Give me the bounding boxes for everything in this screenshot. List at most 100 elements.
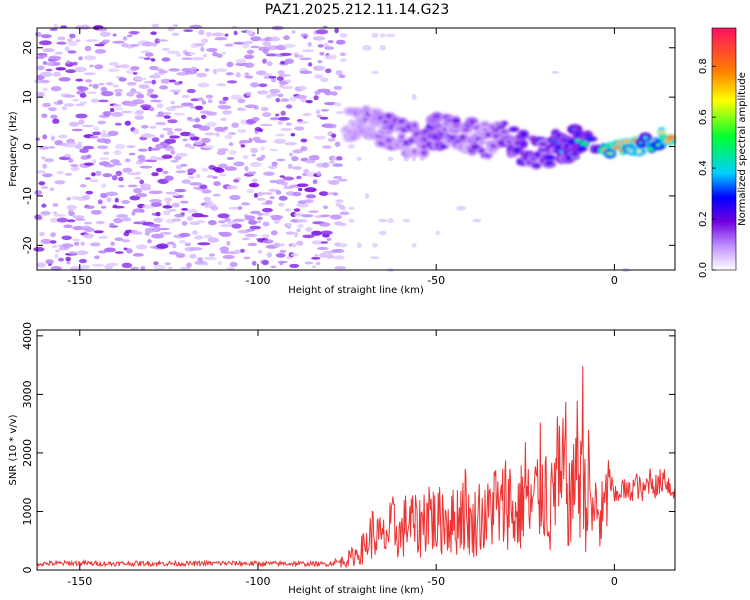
y-tick-label: -10: [21, 187, 34, 205]
spectrogram-cell: [261, 260, 269, 266]
spectrogram-cell: [42, 163, 48, 169]
spectrogram-cell: [39, 54, 48, 58]
spectrogram-cell: [178, 80, 183, 85]
spectrogram-cell: [300, 85, 307, 91]
spectrogram-cell: [197, 97, 204, 101]
spectrogram-cell: [162, 112, 172, 115]
spectrogram-cell: [302, 199, 314, 204]
spectrogram-cell: [146, 88, 155, 93]
spectrogram-cell: [181, 102, 194, 107]
spectrogram-cell: [170, 159, 179, 163]
spectrogram-cell: [58, 257, 64, 262]
spectrogram-cell: [387, 156, 394, 162]
spectrogram-cell: [40, 34, 52, 39]
spectrogram-ridge-cell: [545, 160, 553, 166]
spectrogram-cell: [263, 171, 275, 176]
spectrogram-cell: [268, 75, 277, 79]
spectrogram-ridge: [340, 105, 676, 170]
spectrogram-cell: [287, 163, 293, 169]
spectrogram-cell: [245, 30, 253, 35]
spectrogram-cell: [57, 99, 64, 105]
spectrogram-cell: [324, 90, 332, 96]
spectrogram-cell: [64, 153, 72, 158]
spectrogram-cell: [284, 142, 298, 146]
spectrogram-ridge-cell: [531, 163, 541, 168]
spectrogram-cell: [205, 94, 214, 99]
spectrogram-cell: [112, 40, 125, 44]
spectrogram-cell: [161, 57, 171, 62]
spectrogram-cell: [214, 37, 228, 41]
spectrogram-cell: [311, 240, 325, 245]
spectrogram-cell: [372, 242, 378, 248]
spectrogram-cell: [250, 36, 262, 42]
spectrogram-cell: [35, 137, 40, 141]
spectrogram-cell: [194, 140, 203, 146]
spectrogram-cell: [177, 252, 183, 256]
spectrogram-cell: [291, 30, 296, 34]
spectrogram-cell: [412, 156, 417, 162]
spectrogram-cell: [304, 261, 314, 265]
spectrogram-cell: [64, 46, 70, 52]
spectrogram-cell: [161, 154, 173, 159]
spectrogram-cell: [200, 137, 211, 143]
spectrogram-cell: [131, 211, 136, 216]
spectrogram-cell: [134, 176, 141, 180]
spectrogram-ridge-cell: [514, 148, 520, 153]
spectrogram-cell: [171, 202, 180, 208]
x-tick-label: -50: [427, 274, 445, 287]
spectrogram-cell: [296, 240, 304, 246]
spectrogram-cell: [79, 101, 88, 104]
spectrogram-cell: [52, 203, 59, 207]
spectrogram-cell: [171, 105, 184, 109]
spectrogram-cell: [289, 263, 300, 268]
spectrogram-cell: [244, 215, 256, 221]
spectrogram-cell: [267, 45, 279, 51]
spectrogram-cell: [133, 128, 140, 135]
spectrogram-cell: [90, 135, 99, 139]
spectrogram-cell: [89, 179, 99, 183]
spectrogram-cell: [220, 117, 227, 122]
spectrogram-cell: [196, 72, 208, 78]
spectrogram-cell: [188, 133, 195, 138]
spectrogram-cell: [194, 117, 201, 123]
spectrogram-cell: [194, 43, 205, 47]
spectrogram-cell: [207, 99, 213, 104]
spectrogram-cell: [218, 105, 232, 110]
spectrogram-cell: [224, 134, 233, 140]
spectrogram-ridge-cell: [421, 150, 427, 155]
spectrogram-cell: [267, 188, 279, 192]
spectrogram-cell: [58, 77, 71, 82]
spectrogram-cell: [52, 118, 60, 124]
spectrogram-cell: [138, 56, 145, 59]
spectrogram-cell: [72, 61, 78, 66]
spectrogram-cell: [316, 114, 322, 118]
spectrogram-cell: [103, 138, 111, 144]
spectrogram-cell: [127, 184, 138, 188]
spectrogram-cell: [68, 121, 80, 127]
spectrogram-cell: [258, 128, 264, 133]
spectrogram-cell: [167, 50, 180, 55]
spectrogram-cell: [321, 145, 332, 149]
spectrogram-cell: [160, 232, 172, 235]
spectrogram-cell: [167, 130, 174, 136]
spectrogram-ridge-cell: [656, 143, 661, 147]
spectrogram-cell: [307, 62, 313, 67]
spectrogram-ridge-cell: [412, 123, 417, 128]
spectrogram-cell: [112, 84, 119, 88]
spectrogram-cell: [317, 44, 324, 48]
spectrogram-cell: [335, 70, 343, 76]
spectrogram-cell: [278, 195, 288, 201]
spectrogram-cell: [122, 217, 132, 222]
spectrogram-cell: [256, 198, 266, 201]
spectrogram-ridge-cell: [440, 144, 447, 149]
spectrogram-cell: [188, 145, 196, 150]
spectrogram-cell: [174, 188, 187, 193]
x-tick-label: -100: [245, 274, 270, 287]
spectrogram-cell: [67, 41, 78, 47]
spectrogram-cell: [337, 178, 348, 182]
spectrogram-cell: [260, 107, 269, 112]
spectrogram-cell: [49, 187, 55, 191]
spectrogram-cell: [240, 119, 248, 125]
spectrogram-cell: [242, 43, 250, 49]
spectrogram-ridge-cell: [421, 138, 427, 142]
